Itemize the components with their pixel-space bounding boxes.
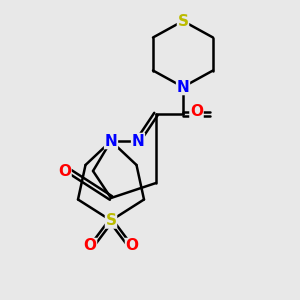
Text: O: O bbox=[83, 238, 97, 253]
Text: N: N bbox=[132, 134, 144, 148]
Text: O: O bbox=[58, 164, 71, 178]
Text: S: S bbox=[178, 14, 188, 28]
Text: S: S bbox=[106, 213, 116, 228]
Text: N: N bbox=[105, 134, 117, 148]
Text: O: O bbox=[125, 238, 139, 253]
Text: N: N bbox=[177, 80, 189, 94]
Text: O: O bbox=[190, 103, 203, 118]
